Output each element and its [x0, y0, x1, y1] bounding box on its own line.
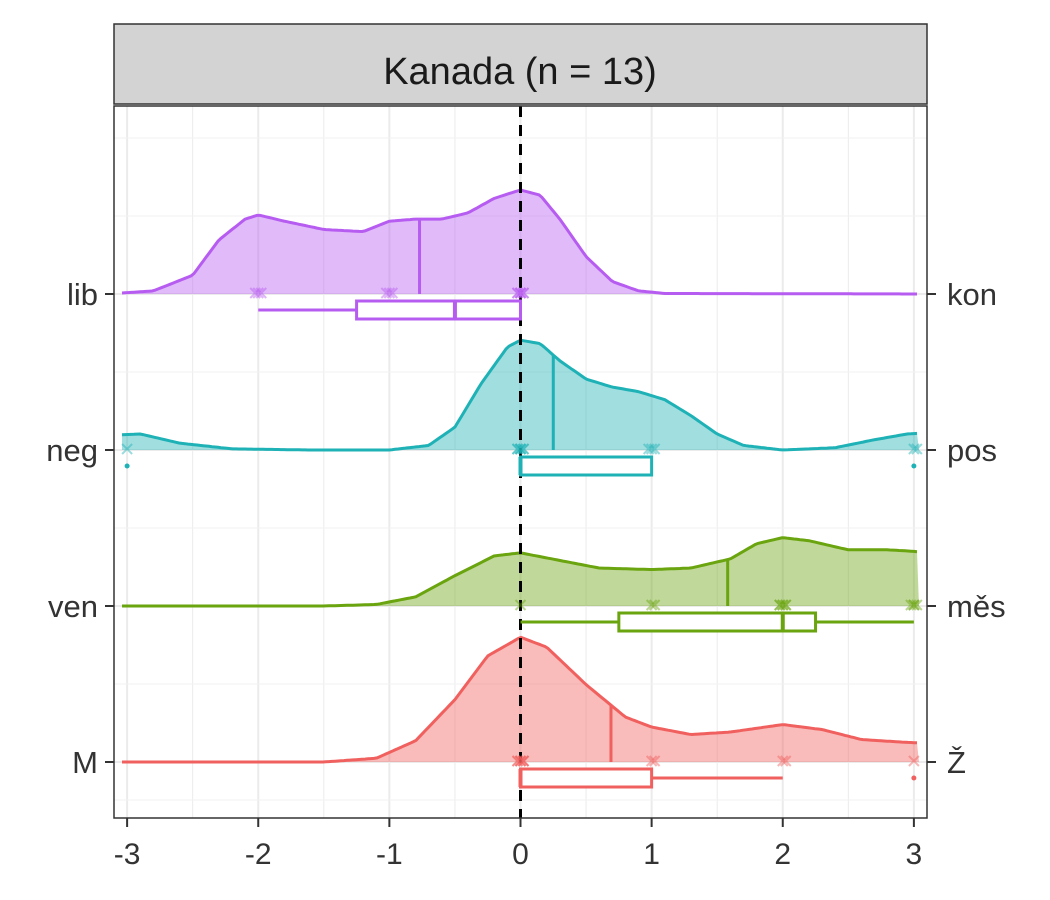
outlier-point — [124, 463, 130, 469]
box-iqr — [519, 767, 654, 789]
data-point — [517, 443, 530, 455]
y-label-left: ven — [48, 589, 98, 624]
data-point — [514, 755, 527, 767]
data-point — [780, 599, 792, 611]
outlier-point — [911, 775, 917, 781]
data-point — [648, 443, 661, 455]
x-tick-label: 3 — [906, 838, 923, 871]
data-point — [380, 287, 393, 299]
data-point — [511, 287, 524, 299]
data-point — [645, 599, 658, 611]
data-point — [517, 287, 530, 299]
data-point — [514, 755, 527, 767]
data-point — [514, 755, 527, 767]
data-point — [514, 287, 527, 299]
x-tick-label: 2 — [774, 838, 791, 871]
boxplot-layer — [124, 299, 917, 789]
data-point — [252, 287, 264, 299]
y-label-left: M — [72, 745, 98, 780]
facet-strip: Kanada (n = 13) — [113, 23, 928, 105]
x-tick-label: 1 — [643, 838, 660, 871]
box-iqr — [617, 611, 818, 633]
data-point — [648, 599, 661, 611]
data-point — [249, 287, 261, 299]
data-point — [648, 755, 661, 767]
x-tick-label: 0 — [512, 838, 529, 871]
x-tick-label: -2 — [245, 838, 272, 871]
data-point — [517, 755, 530, 767]
data-point — [514, 443, 527, 455]
data-point — [514, 287, 527, 299]
data-point — [514, 443, 527, 455]
data-point — [774, 599, 786, 611]
points-layer — [121, 287, 923, 767]
y-label-right: pos — [947, 433, 997, 468]
data-point — [511, 755, 524, 767]
data-point — [905, 599, 917, 611]
facet-title: Kanada (n = 13) — [383, 51, 657, 93]
data-point — [908, 599, 920, 611]
y-label-left: lib — [67, 277, 98, 312]
data-point — [908, 755, 920, 767]
data-point — [514, 443, 527, 455]
data-point — [777, 599, 789, 611]
data-point — [383, 287, 396, 299]
data-point — [780, 599, 792, 611]
data-point — [514, 599, 527, 611]
y-label-left: neg — [46, 433, 98, 468]
data-point — [514, 287, 527, 299]
axes: -3 -2 -1 0 1 2 3 lib kon neg pos ven měs M Ž — [46, 277, 1005, 871]
data-point — [645, 755, 658, 767]
data-point — [517, 755, 530, 767]
data-point — [511, 287, 524, 299]
data-point — [386, 287, 399, 299]
box-iqr — [519, 455, 654, 477]
data-point — [908, 443, 920, 455]
data-point — [517, 755, 530, 767]
data-point — [517, 287, 530, 299]
x-tick-label: -3 — [114, 838, 141, 871]
data-point — [511, 755, 524, 767]
y-label-right: kon — [947, 277, 997, 312]
data-point — [777, 599, 789, 611]
box-iqr — [355, 299, 522, 321]
y-label-right: Ž — [947, 745, 966, 780]
data-point — [255, 287, 267, 299]
y-label-right: měs — [947, 589, 1006, 624]
data-point — [911, 599, 923, 611]
data-point — [642, 443, 655, 455]
data-point — [511, 443, 524, 455]
data-point — [511, 443, 524, 455]
outlier-point — [911, 463, 917, 469]
data-point — [517, 443, 530, 455]
data-point — [911, 443, 923, 455]
x-tick-label: -1 — [376, 838, 403, 871]
data-point — [908, 599, 920, 611]
data-point — [121, 443, 133, 455]
data-point — [777, 755, 789, 767]
data-point — [645, 443, 658, 455]
data-point — [780, 755, 792, 767]
data-point — [774, 599, 786, 611]
